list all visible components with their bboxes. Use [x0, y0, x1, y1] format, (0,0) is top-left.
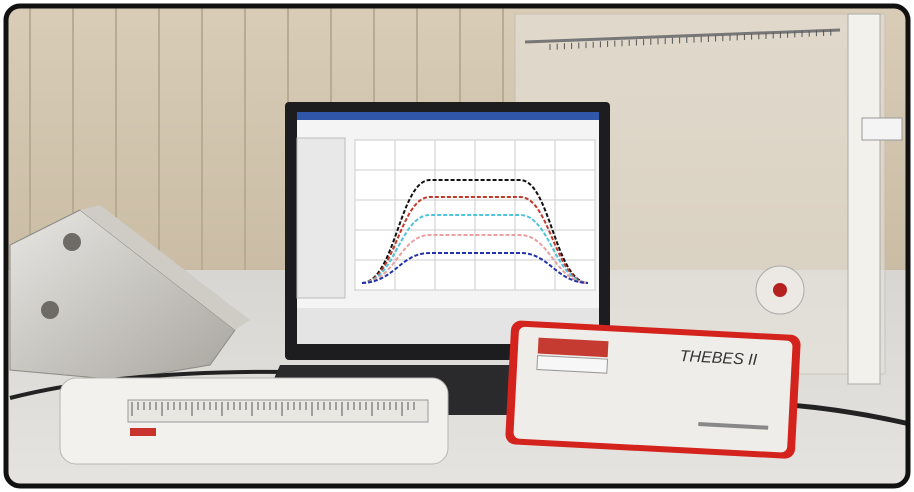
curve [361, 234, 589, 284]
metal-edge [80, 205, 250, 330]
plot-curves [361, 179, 589, 284]
clamp [861, 117, 903, 141]
curve [361, 214, 589, 284]
curve [361, 252, 589, 284]
device-label: THEBES II [679, 348, 758, 369]
curve [361, 179, 589, 284]
cable [789, 402, 908, 428]
screw [63, 233, 81, 251]
device-logo [537, 337, 609, 358]
scale-post [847, 13, 881, 385]
lens-center [773, 283, 787, 297]
device-fineprint [698, 422, 769, 430]
ruler-logo [130, 428, 156, 436]
ruler-scale [127, 399, 429, 423]
side-panel [296, 137, 346, 299]
plot-grid [354, 139, 596, 291]
photo-frame [3, 3, 911, 489]
device-logo-white [536, 355, 609, 374]
curve [361, 196, 589, 284]
ruler-ticks [131, 402, 415, 416]
window-titlebar [297, 112, 599, 120]
thebes-device: THEBES II [505, 320, 801, 459]
rail-ticks [549, 29, 832, 50]
screw [41, 301, 59, 319]
